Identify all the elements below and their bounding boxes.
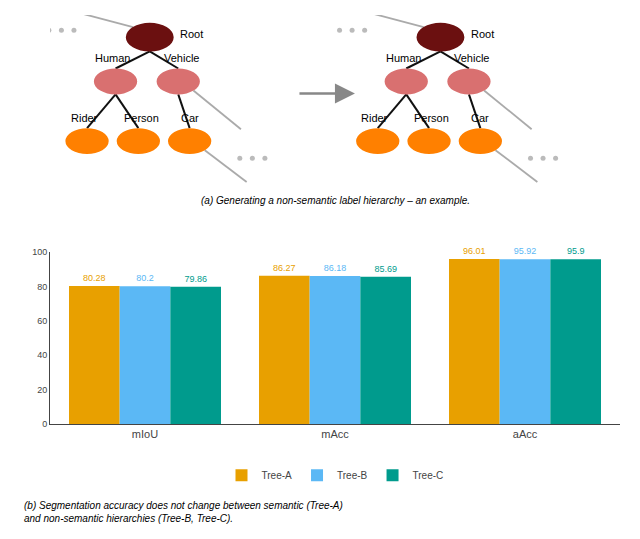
svg-text:60: 60 [37, 316, 47, 326]
svg-text:Car: Car [181, 112, 199, 124]
svg-text:Tree-B: Tree-B [337, 470, 368, 481]
svg-text:96.01: 96.01 [463, 246, 486, 256]
svg-text:Vehicle: Vehicle [454, 52, 489, 64]
svg-text:80: 80 [37, 282, 47, 292]
svg-text:Car: Car [471, 112, 489, 124]
svg-text:Vehicle: Vehicle [164, 52, 199, 64]
svg-text:Person: Person [124, 112, 159, 124]
svg-text:80.28: 80.28 [83, 273, 106, 283]
svg-text:Tree-C: Tree-C [413, 470, 444, 481]
svg-text:40: 40 [37, 350, 47, 360]
svg-text:86.27: 86.27 [273, 263, 296, 273]
svg-text:Root: Root [471, 28, 494, 40]
svg-text:95.9: 95.9 [567, 246, 585, 256]
svg-text:79.86: 79.86 [184, 274, 207, 284]
svg-text:(a) Generating a non-semantic: (a) Generating a non-semantic label hier… [201, 195, 470, 206]
svg-text:mAcc: mAcc [321, 428, 349, 440]
svg-text:mIoU: mIoU [132, 428, 158, 440]
svg-text:Rider: Rider [71, 112, 98, 124]
svg-text:80.2: 80.2 [136, 273, 154, 283]
svg-text:95.92: 95.92 [514, 246, 537, 256]
svg-text:(b) Segmentation accuracy does: (b) Segmentation accuracy does not chang… [24, 500, 343, 524]
svg-text:Human: Human [386, 52, 421, 64]
svg-text:0: 0 [42, 419, 47, 429]
svg-text:86.18: 86.18 [324, 263, 347, 273]
svg-text:20: 20 [37, 385, 47, 395]
svg-text:Tree-A: Tree-A [262, 470, 293, 481]
svg-text:100: 100 [32, 247, 47, 257]
svg-text:aAcc: aAcc [513, 428, 538, 440]
svg-text:Root: Root [180, 28, 203, 40]
svg-text:Person: Person [414, 112, 449, 124]
svg-text:Human: Human [95, 52, 130, 64]
svg-text:Rider: Rider [361, 112, 388, 124]
svg-text:85.69: 85.69 [374, 264, 397, 274]
